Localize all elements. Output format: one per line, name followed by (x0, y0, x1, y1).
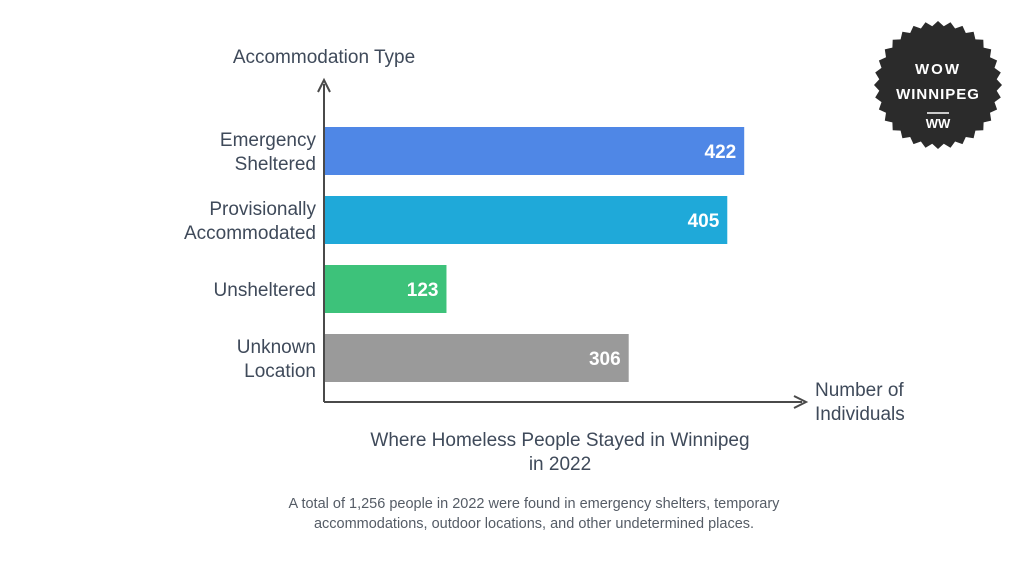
category-label-line: Sheltered (235, 154, 316, 175)
chart-title-line: in 2022 (529, 454, 591, 475)
x-axis-arrow (793, 395, 809, 409)
bar-value-label: 123 (407, 280, 439, 301)
bar (325, 196, 728, 244)
category-label-line: Accommodated (184, 223, 316, 244)
x-axis-title-line: Individuals (815, 404, 905, 425)
chart-caption-line: accommodations, outdoor locations, and o… (314, 516, 754, 532)
logo-text-winnipeg: WINNIPEG (896, 86, 980, 103)
y-axis-arrow (317, 77, 331, 93)
bar-value-label: 405 (688, 211, 720, 232)
wow-winnipeg-logo: WOW WINNIPEG WW (874, 21, 1002, 149)
category-label-line: Emergency (220, 130, 317, 151)
logo-text-ww: WW (926, 116, 951, 131)
x-axis-title-line: Number of (815, 380, 904, 401)
x-axis-title: Number of Individuals (815, 380, 905, 425)
chart-caption-line: A total of 1,256 people in 2022 were fou… (289, 496, 781, 512)
chart-axes (317, 77, 809, 409)
bar-value-label: 306 (589, 349, 621, 370)
bar (325, 334, 629, 382)
chart-title-line: Where Homeless People Stayed in Winnipeg (370, 430, 749, 451)
bar (325, 265, 447, 313)
category-label: Provisionally Accommodated (184, 199, 317, 244)
chart-title: Where Homeless People Stayed in Winnipeg… (370, 430, 749, 475)
chart-texts: Accommodation Type Number of Individuals Wh… (233, 47, 905, 532)
logo-text-wow: WOW (915, 61, 961, 78)
bar-value-label: 422 (705, 142, 737, 163)
y-axis-title: Accommodation Type (233, 47, 415, 68)
category-label: Emergency Sheltered (220, 130, 317, 175)
value-labels: 422 405 123 306 (407, 142, 736, 370)
category-label-line: Unknown (237, 337, 316, 358)
category-label: Unknown Location (237, 337, 316, 382)
category-label: Unsheltered (214, 280, 316, 301)
bar (325, 127, 745, 175)
category-label-line: Provisionally (209, 199, 316, 220)
chart-caption: A total of 1,256 people in 2022 were fou… (289, 496, 781, 532)
category-label-line: Location (244, 361, 316, 382)
category-label-line: Unsheltered (214, 280, 316, 301)
chart-bars (325, 127, 745, 382)
logo-seal (874, 21, 1002, 149)
category-labels: Emergency Sheltered Provisionally Accommoda… (184, 130, 317, 382)
